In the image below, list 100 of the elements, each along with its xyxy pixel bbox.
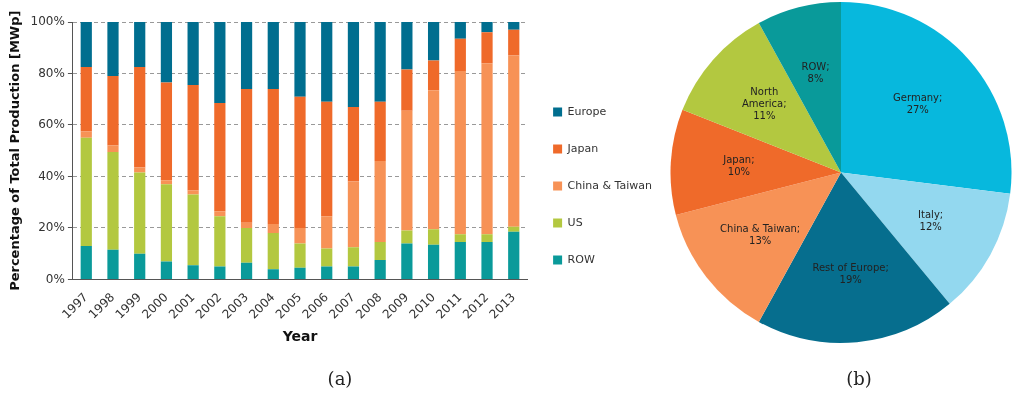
bar <box>454 242 466 279</box>
bar <box>134 167 146 173</box>
bar <box>454 38 466 71</box>
legend-label: ROW <box>567 252 595 266</box>
bar <box>374 260 386 279</box>
bar <box>240 22 253 89</box>
bar <box>107 152 119 250</box>
bar <box>134 22 146 68</box>
bar <box>80 67 92 132</box>
bar <box>134 67 146 168</box>
slice-label: Rest of Europe; 19% <box>812 261 889 285</box>
bar <box>134 253 146 279</box>
bar <box>321 266 333 279</box>
bar <box>401 110 413 231</box>
bar <box>294 243 306 268</box>
bar <box>347 22 360 107</box>
bar <box>427 60 440 91</box>
bar <box>454 234 466 243</box>
bar <box>481 234 493 243</box>
bar <box>134 172 146 254</box>
bar <box>214 103 226 212</box>
slice-label: Germany; 27% <box>893 92 943 116</box>
bar <box>240 222 253 228</box>
bar <box>454 70 466 235</box>
bar <box>107 145 119 152</box>
bar <box>214 216 226 267</box>
bar <box>347 247 360 267</box>
bar <box>294 22 306 97</box>
bar <box>107 76 119 146</box>
legend-label: US <box>567 215 583 229</box>
bar <box>214 266 226 279</box>
slice-label: Italy; 12% <box>918 209 944 233</box>
bar <box>294 96 306 228</box>
bar <box>80 137 92 246</box>
bar <box>401 230 413 244</box>
bar <box>267 269 279 279</box>
bar <box>187 85 199 191</box>
legend-label: China & Taiwan <box>567 178 653 192</box>
bar <box>508 226 520 232</box>
text: (a) <box>327 368 353 389</box>
y-tick-label: 40% <box>38 168 65 183</box>
y-tick-label: 20% <box>38 220 65 235</box>
bar <box>107 249 119 279</box>
bar <box>294 267 306 279</box>
bar <box>321 216 333 249</box>
slice-label: North America; 11% <box>741 86 787 122</box>
bar <box>187 194 199 266</box>
y-tick-label: 0% <box>45 271 65 286</box>
slice-label: China & Taiwan; 13% <box>720 222 801 246</box>
bar <box>401 69 413 111</box>
bar <box>267 233 279 270</box>
bar <box>347 266 360 279</box>
y-tick-label: 100% <box>30 14 65 29</box>
bar <box>321 248 333 267</box>
slice-label: ROW; 8% <box>801 61 830 85</box>
bar <box>321 101 333 217</box>
bar <box>347 106 360 182</box>
slice-label: Japan; 10% <box>722 153 755 177</box>
bar <box>294 227 306 244</box>
bar <box>160 22 173 83</box>
bar <box>508 22 520 30</box>
bar <box>374 101 386 162</box>
legend-label: Japan <box>566 141 599 155</box>
bar <box>214 211 226 217</box>
bar <box>481 22 493 33</box>
bar <box>267 224 279 234</box>
y-tick-label: 60% <box>38 117 65 132</box>
bar <box>321 22 333 102</box>
bar <box>240 88 253 223</box>
bar <box>481 242 493 279</box>
bar <box>80 131 92 138</box>
legend-label: Europe <box>567 104 607 118</box>
bar <box>160 184 173 262</box>
bar <box>160 261 173 279</box>
bar <box>187 22 199 86</box>
bar <box>107 22 119 77</box>
bar <box>267 22 279 89</box>
x-axis-title: Year <box>281 328 318 345</box>
bar <box>508 231 520 279</box>
bar <box>240 262 253 279</box>
bar <box>374 161 386 243</box>
bar <box>427 90 440 230</box>
bar <box>427 229 440 245</box>
bar <box>214 22 226 104</box>
y-tick-label: 80% <box>38 65 65 80</box>
bar <box>454 22 466 39</box>
bar <box>187 265 199 279</box>
bar <box>427 244 440 279</box>
bar <box>508 55 520 227</box>
bar <box>347 181 360 248</box>
bar <box>240 227 253 263</box>
bar <box>160 82 173 181</box>
bar <box>80 245 92 279</box>
bar <box>401 243 413 279</box>
bar <box>374 242 386 261</box>
bar <box>508 29 520 56</box>
bar <box>267 88 279 225</box>
text: (b) <box>846 368 872 389</box>
bar <box>481 63 493 235</box>
bar <box>80 22 92 68</box>
